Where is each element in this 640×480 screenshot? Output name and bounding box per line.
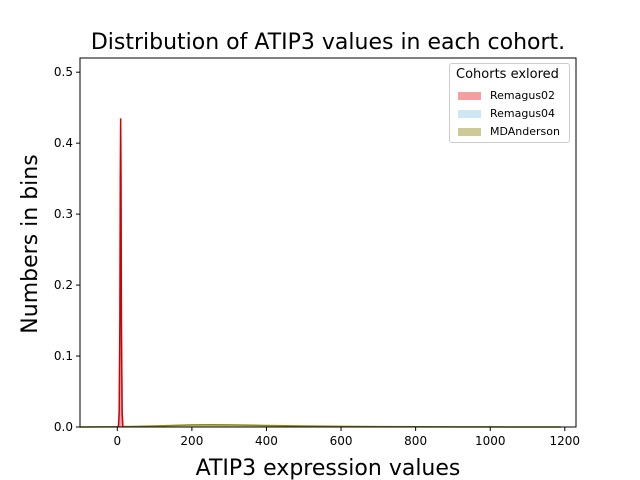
x-tick-label: 1000 — [475, 434, 506, 448]
legend-item-remagus04: Remagus04 — [458, 107, 568, 121]
x-tick-label: 800 — [404, 434, 427, 448]
legend: Cohorts exlored Remagus02 Remagus04 MDAn… — [449, 63, 570, 143]
y-tick-label: 0.0 — [54, 420, 73, 434]
legend-item-mdanderson: MDAnderson — [458, 125, 568, 139]
legend-title: Cohorts exlored — [456, 67, 559, 82]
plot-area — [79, 118, 562, 428]
y-tick-label: 0.3 — [54, 207, 73, 221]
chart-title: Distribution of ATIP3 values in each coh… — [91, 30, 565, 55]
y-tick-label: 0.5 — [54, 65, 73, 79]
x-tick-label: 0 — [113, 434, 121, 448]
x-tick-label: 1200 — [550, 434, 581, 448]
legend-label-mdanderson: MDAnderson — [490, 125, 560, 138]
x-axis-label: ATIP3 expression values — [196, 456, 461, 480]
y-tick-label: 0.4 — [54, 136, 73, 150]
legend-swatch-remagus02 — [458, 92, 481, 100]
legend-label-remagus04: Remagus04 — [490, 107, 556, 120]
y-tick-label: 0.2 — [54, 278, 73, 292]
series-line-remagus02 — [117, 118, 124, 428]
y-tick-label: 0.1 — [54, 349, 73, 363]
x-tick-label: 200 — [180, 434, 203, 448]
legend-swatch-mdanderson — [458, 128, 481, 136]
axes: 0 200 400 600 800 1000 1200 0.0 0.1 0.2 0.3 0.4 0.5 — [54, 57, 581, 448]
x-tick-label: 600 — [330, 434, 353, 448]
y-axis-label: Numbers in bins — [18, 154, 43, 333]
legend-label-remagus02: Remagus02 — [490, 89, 556, 102]
legend-swatch-remagus04 — [458, 110, 481, 118]
plot-frame — [79, 57, 577, 428]
legend-item-remagus02: Remagus02 — [458, 89, 568, 103]
x-tick-label: 400 — [255, 434, 278, 448]
